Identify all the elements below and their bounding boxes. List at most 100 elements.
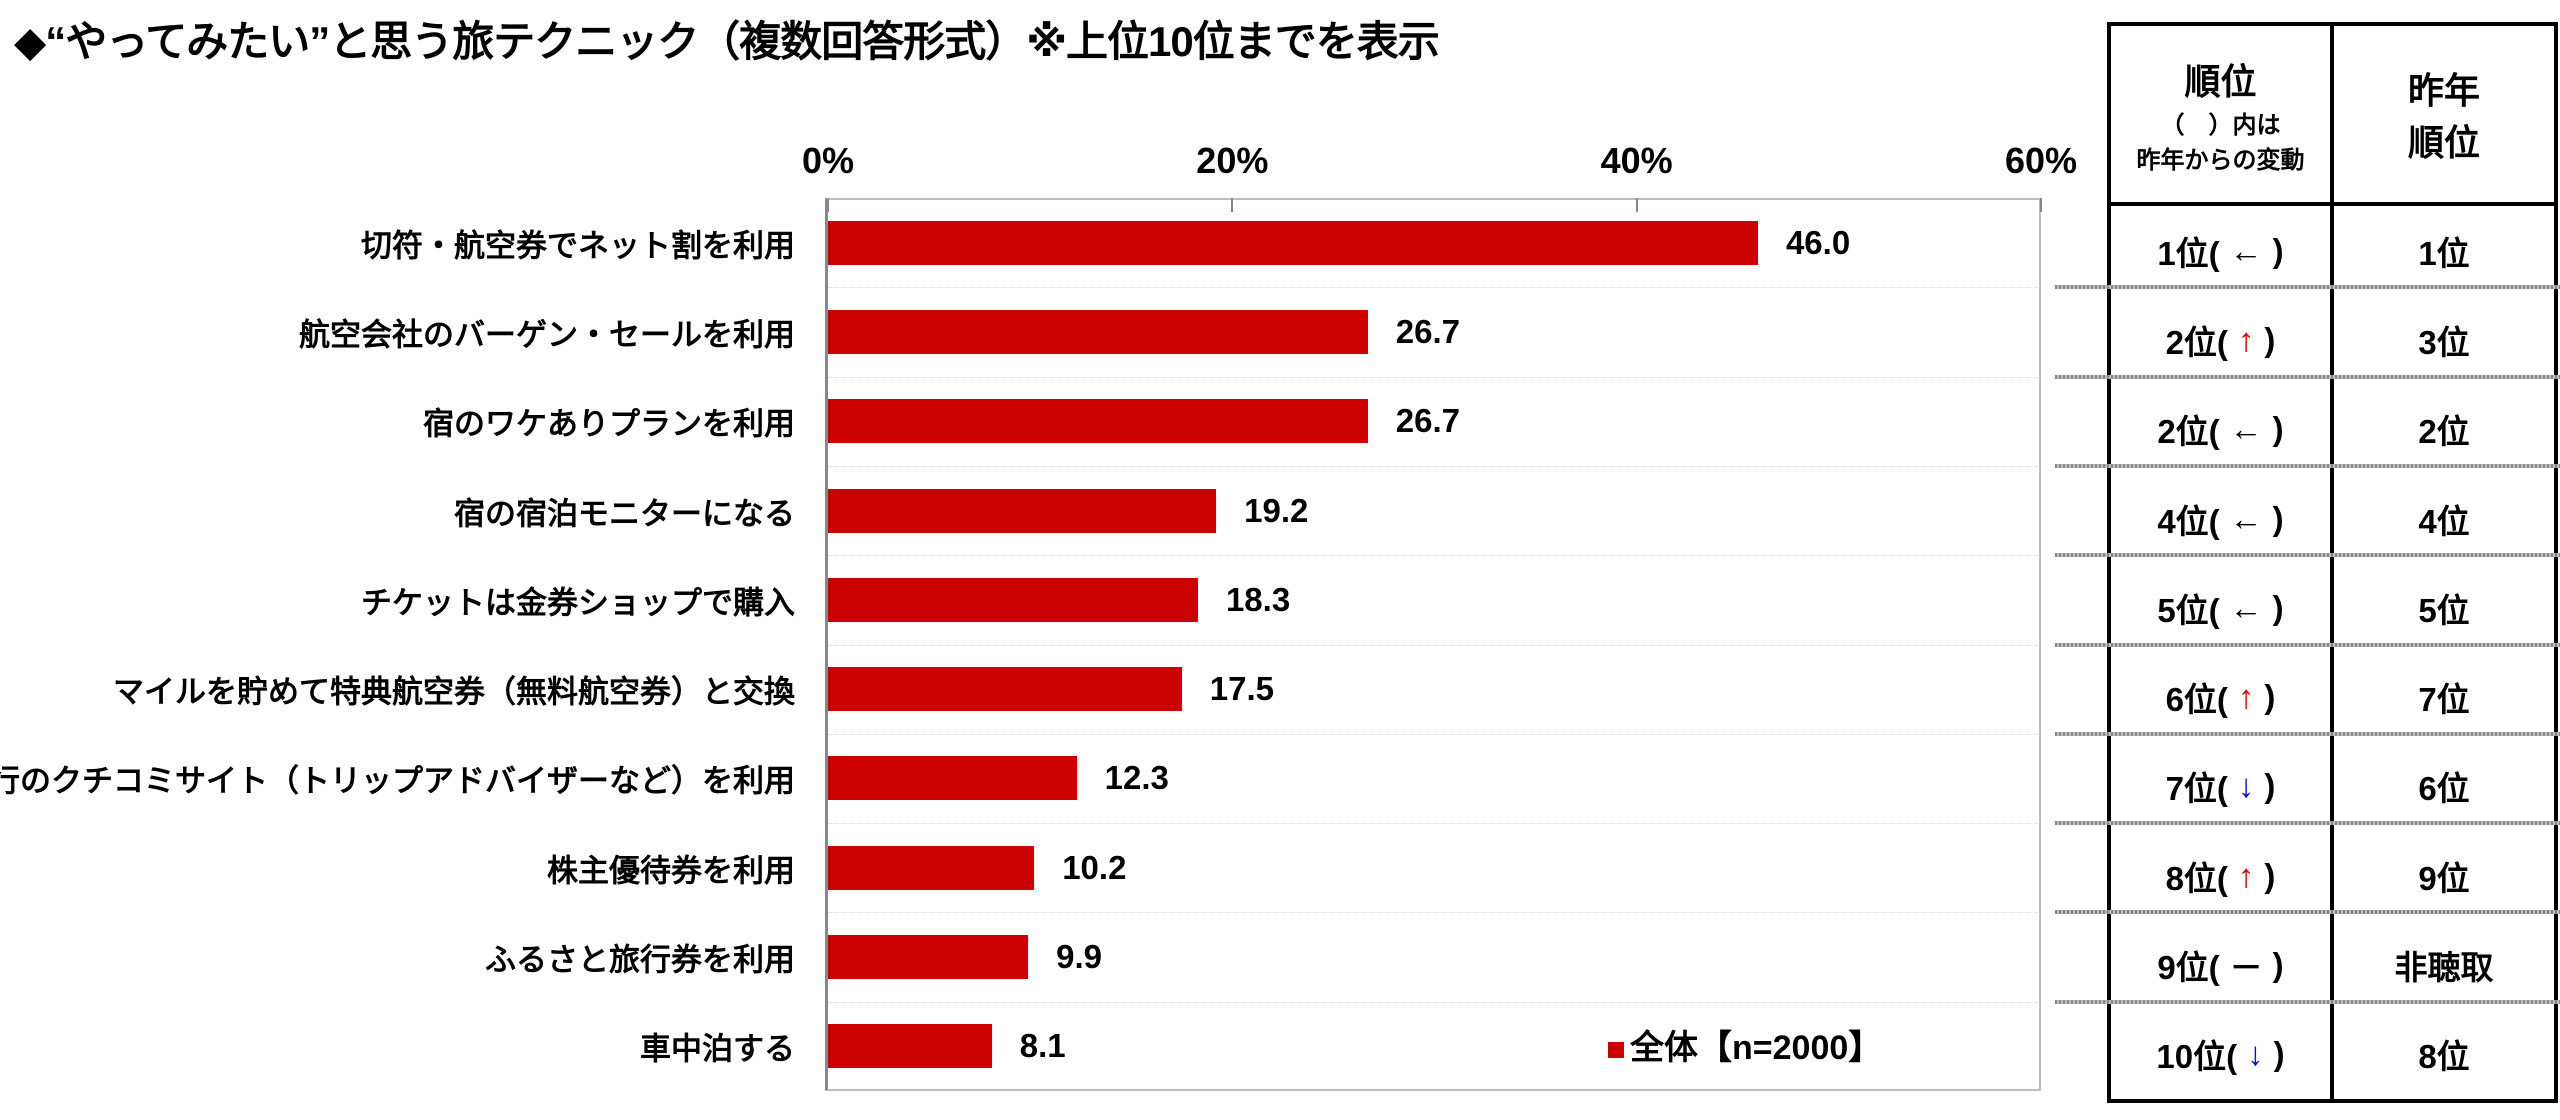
legend-swatch [1608, 1042, 1624, 1059]
row-divider [828, 1001, 2038, 1004]
rank-close: ) [2272, 946, 2284, 984]
legend-label: 全体【n=2000】 [1630, 1029, 1883, 1067]
table-row: 8位(↑) 9位 [2111, 831, 2554, 921]
chart-title: ◆“やってみたい”と思う旅テクニック（複数回答形式）※上位10位までを表示 [14, 18, 1440, 65]
value-label: 17.5 [1209, 670, 1275, 708]
row-divider [828, 912, 2038, 914]
table-row: 2位(↑) 3位 [2111, 295, 2554, 385]
rank-cell: 8位(↑) [2111, 831, 2334, 921]
last-year-rank-cell: 4位 [2418, 502, 2470, 540]
rank-close: ) [2272, 588, 2284, 626]
table-row: 2位(←) 2位 [2111, 384, 2554, 474]
row-separator [2055, 821, 2560, 826]
bar [828, 845, 1035, 890]
rank-close: ) [2273, 1035, 2285, 1073]
header-rank: 順位 （ ）内は 昨年からの変動 [2111, 26, 2334, 202]
last-year-rank-cell: 7位 [2418, 681, 2470, 719]
row-divider [828, 376, 2038, 379]
row-separator [2055, 553, 2560, 558]
row-divider [828, 555, 2038, 557]
x-tick-label: 40% [1600, 140, 1673, 181]
row-separator [2055, 910, 2560, 915]
row-separator [2055, 463, 2560, 468]
rank-close: ) [2272, 499, 2284, 537]
last-year-rank-cell: 1位 [2418, 234, 2470, 272]
header-rank-note2: 昨年からの変動 [2136, 147, 2305, 174]
row-divider [828, 287, 2038, 289]
category-label: 宿の宿泊モニターになる [454, 496, 795, 532]
rank-cell: 4位(←) [2111, 473, 2334, 564]
bar [828, 667, 1182, 712]
table-row: 1位(←) 1位 [2111, 206, 2554, 296]
rank-cell: 5位(←) [2111, 563, 2334, 653]
rank-value: 2位( [2157, 413, 2220, 451]
rank-close: ) [2272, 410, 2284, 448]
category-label: 切符・航空券でネット割を利用 [361, 228, 795, 264]
rank-close: ) [2264, 678, 2276, 716]
value-label: 26.7 [1395, 312, 1461, 350]
value-label: 9.9 [1056, 938, 1103, 976]
rank-close: ) [2264, 767, 2276, 805]
header-last-2: 順位 [2407, 122, 2480, 163]
rank-close: ) [2272, 231, 2284, 269]
rank-change-icon: ↑ [2237, 320, 2255, 358]
rank-change-icon: ↑ [2237, 856, 2255, 894]
x-tick-label: 20% [1196, 140, 1269, 181]
row-separator [2055, 374, 2560, 379]
last-year-rank-cell: 3位 [2418, 323, 2470, 361]
category-label: ふるさと旅行券を利用 [485, 942, 795, 978]
table-body: 1位(←) 1位 2位(↑) 3位 2位(←) 2位 4位(←) 4位 5位(←) 5位 6位(↑)… [2111, 206, 2554, 1099]
table-row: 9位(－) 非聴取 [2111, 920, 2554, 1010]
x-tick-mark [827, 198, 829, 212]
table-header: 順位 （ ）内は 昨年からの変動 昨年 順位 [2111, 26, 2554, 206]
value-label: 46.0 [1785, 223, 1851, 261]
rank-close: ) [2264, 856, 2276, 894]
last-year-rank-cell: 非聴取 [2394, 949, 2494, 987]
rank-cell: 7位(↓) [2111, 741, 2334, 832]
last-year-rank-cell: 2位 [2418, 413, 2470, 451]
category-label: チケットは金券ショップで購入 [361, 585, 795, 621]
bar [828, 577, 1198, 622]
rank-change-icon: － [2229, 949, 2263, 987]
last-year-rank-cell: 5位 [2418, 591, 2470, 629]
table-row: 4位(←) 4位 [2111, 473, 2554, 564]
row-divider [828, 823, 2038, 825]
last-year-rank-cell: 9位 [2418, 859, 2470, 897]
bar [828, 309, 1368, 354]
rank-value: 8位( [2165, 859, 2228, 897]
category-label: 宿のワケありプランを利用 [423, 406, 795, 442]
header-rank-title: 順位 [2184, 61, 2257, 102]
category-label: マイルを貯めて特典航空券（無料航空券）と交換 [113, 674, 795, 710]
row-separator [2055, 285, 2560, 290]
rank-change-icon: ← [2229, 588, 2263, 626]
value-label: 26.7 [1395, 402, 1461, 440]
table-row: 5位(←) 5位 [2111, 563, 2554, 653]
last-year-rank-cell: 8位 [2418, 1038, 2470, 1076]
rank-cell: 1位(←) [2111, 206, 2334, 296]
rank-value: 1位( [2157, 234, 2220, 272]
row-divider [828, 733, 2038, 736]
x-tick-label: 0% [801, 140, 855, 181]
bar [828, 1024, 992, 1069]
row-separator [2055, 642, 2560, 647]
rank-table: 順位 （ ）内は 昨年からの変動 昨年 順位 1位(←) 1位 2位(↑) 3位 2位(… [2107, 22, 2558, 1103]
table-row: 10位(↓) 8位 [2111, 1009, 2554, 1099]
rank-cell: 10位(↓) [2111, 1009, 2334, 1099]
category-label: 航空会社のバーゲン・セールを利用 [299, 317, 795, 353]
row-divider [828, 644, 2038, 647]
bar [828, 935, 1029, 980]
rank-change-icon: ↓ [2247, 1035, 2264, 1073]
legend: 全体【n=2000】 [1608, 1020, 1882, 1069]
x-tick-mark [1635, 198, 1638, 212]
rank-value: 7位( [2165, 770, 2228, 808]
bar [828, 399, 1368, 444]
last-year-rank-cell: 6位 [2418, 770, 2470, 808]
value-label: 8.1 [1019, 1027, 1066, 1065]
rank-cell: 2位(↑) [2111, 295, 2334, 385]
rank-cell: 9位(－) [2111, 920, 2334, 1010]
bar [828, 220, 1758, 265]
row-divider [828, 465, 2038, 468]
x-tick-mark [1231, 198, 1234, 212]
rank-cell: 2位(←) [2111, 384, 2334, 474]
category-label: 車中泊する [640, 1031, 795, 1067]
